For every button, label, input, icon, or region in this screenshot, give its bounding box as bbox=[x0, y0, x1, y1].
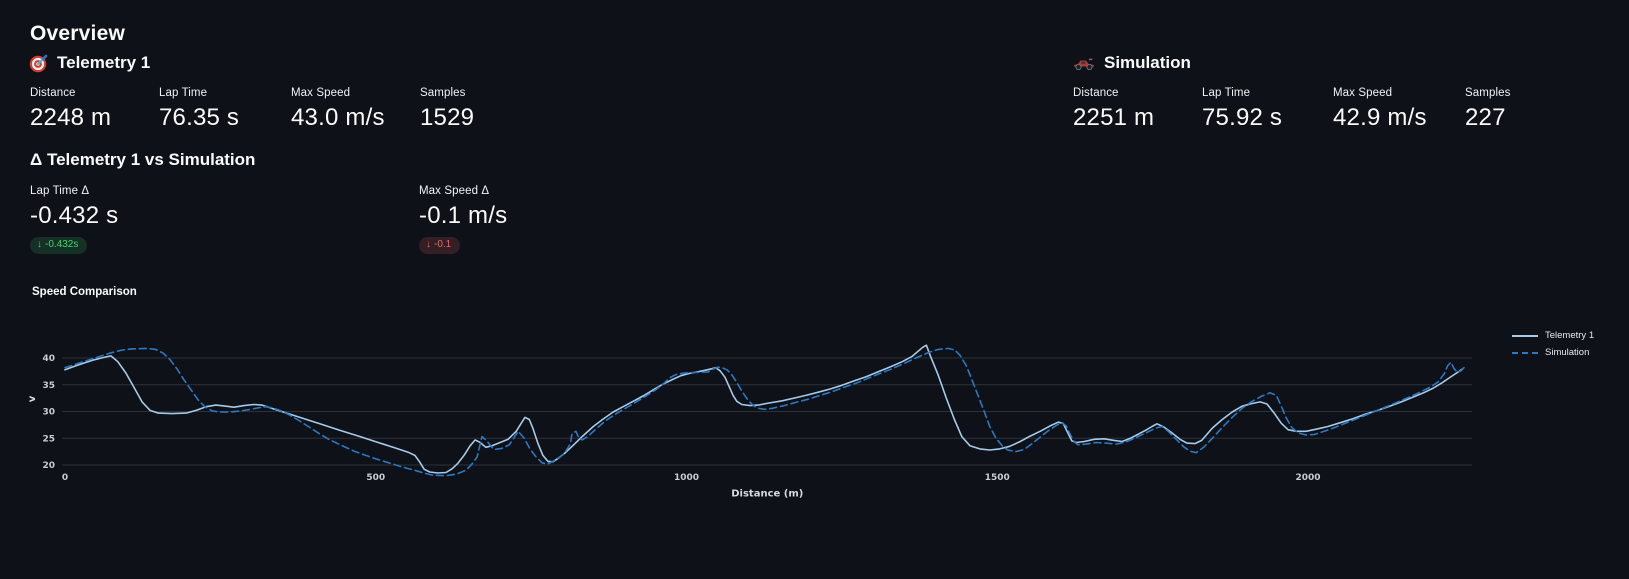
simulation-metric-distance: Distance 2251 m bbox=[1073, 87, 1154, 132]
badge-text: -0.432s bbox=[45, 239, 79, 250]
legend-label: Simulation bbox=[1545, 347, 1590, 358]
metric-label: Distance bbox=[30, 87, 76, 99]
chart-canvas: 20 25 30 35 40 0 500 1000 1500 2000 Distance (m) v bbox=[27, 344, 1472, 500]
metric-value: 2248 m bbox=[30, 104, 112, 131]
arrow-down-icon: ↓ bbox=[426, 239, 431, 250]
delta-badge-maxspeed: ↓ -0.1 bbox=[419, 237, 461, 254]
simulation-metric-laptime: Lap Time 75.92 s bbox=[1202, 87, 1282, 132]
svg-text:20: 20 bbox=[42, 461, 55, 471]
telemetry-metric-maxspeed: Max Speed 43.0 m/s bbox=[291, 87, 385, 132]
metric-value: 43.0 m/s bbox=[291, 104, 385, 131]
svg-text:2000: 2000 bbox=[1295, 473, 1320, 483]
svg-text:35: 35 bbox=[42, 381, 55, 391]
svg-text:v: v bbox=[27, 395, 38, 402]
svg-text:30: 30 bbox=[42, 408, 55, 418]
simulation-section-title: Simulation bbox=[1104, 53, 1191, 72]
legend-item-simulation: Simulation bbox=[1512, 347, 1594, 358]
metric-label: Max Speed bbox=[1333, 87, 1393, 99]
delta-section-title: Δ Telemetry 1 vs Simulation bbox=[30, 150, 256, 169]
legend-label: Telemetry 1 bbox=[1545, 330, 1595, 341]
solid-line-swatch bbox=[1512, 334, 1538, 337]
page-title: Overview bbox=[30, 22, 125, 46]
simulation-section-header: Simulation bbox=[1073, 53, 1191, 73]
svg-text:1500: 1500 bbox=[985, 473, 1010, 483]
svg-text:500: 500 bbox=[366, 473, 385, 483]
metric-value: 2251 m bbox=[1073, 104, 1155, 131]
svg-text:Distance (m): Distance (m) bbox=[731, 489, 803, 500]
metric-value: 76.35 s bbox=[159, 104, 240, 131]
dashed-line-swatch bbox=[1512, 351, 1538, 354]
metric-label: Lap Time bbox=[159, 87, 208, 99]
speed-comparison-chart: Speed Comparison 20 25 30 35 40 0 500 1000 1500 2… bbox=[0, 283, 1629, 533]
simulation-metric-maxspeed: Max Speed 42.9 m/s bbox=[1333, 87, 1427, 132]
delta-metric-maxspeed: Max Speed Δ -0.1 m/s ↓ -0.1 bbox=[419, 185, 507, 254]
telemetry-metric-laptime: Lap Time 76.35 s bbox=[159, 87, 239, 132]
metric-label: Samples bbox=[420, 87, 466, 99]
simulation-metric-samples: Samples 227 bbox=[1465, 87, 1510, 132]
delta-metric-laptime: Lap Time Δ -0.432 s ↓ -0.432s bbox=[30, 185, 118, 254]
telemetry-metric-samples: Samples 1529 bbox=[420, 87, 474, 132]
metric-label: Distance bbox=[1073, 87, 1119, 99]
chart-title: Speed Comparison bbox=[32, 286, 137, 298]
telemetry-metric-distance: Distance 2248 m bbox=[30, 87, 111, 132]
legend-item-telemetry: Telemetry 1 bbox=[1512, 330, 1594, 341]
delta-badge-laptime: ↓ -0.432s bbox=[30, 237, 88, 254]
metric-value: 42.9 m/s bbox=[1333, 104, 1427, 131]
metric-value: -0.432 s bbox=[30, 202, 119, 229]
badge-text: -0.1 bbox=[434, 239, 452, 250]
metric-label: Max Speed Δ bbox=[419, 185, 490, 197]
svg-text:40: 40 bbox=[42, 354, 55, 364]
metric-value: 227 bbox=[1465, 104, 1506, 131]
svg-text:25: 25 bbox=[42, 434, 55, 444]
metric-value: 75.92 s bbox=[1202, 104, 1283, 131]
metric-value: 1529 bbox=[420, 104, 475, 131]
metric-label: Lap Time bbox=[1202, 87, 1251, 99]
metric-label: Lap Time Δ bbox=[30, 185, 90, 197]
arrow-down-icon: ↓ bbox=[37, 239, 42, 250]
target-icon bbox=[29, 54, 48, 73]
telemetry-section-title: Telemetry 1 bbox=[57, 53, 151, 72]
chart-legend: Telemetry 1 Simulation bbox=[1512, 330, 1594, 358]
svg-text:1000: 1000 bbox=[674, 473, 699, 483]
svg-text:0: 0 bbox=[62, 473, 68, 483]
telemetry-section-header: Telemetry 1 bbox=[29, 53, 150, 73]
racing-car-icon bbox=[1073, 55, 1095, 71]
metric-label: Max Speed bbox=[291, 87, 351, 99]
metric-label: Samples bbox=[1465, 87, 1511, 99]
metric-value: -0.1 m/s bbox=[419, 202, 508, 229]
